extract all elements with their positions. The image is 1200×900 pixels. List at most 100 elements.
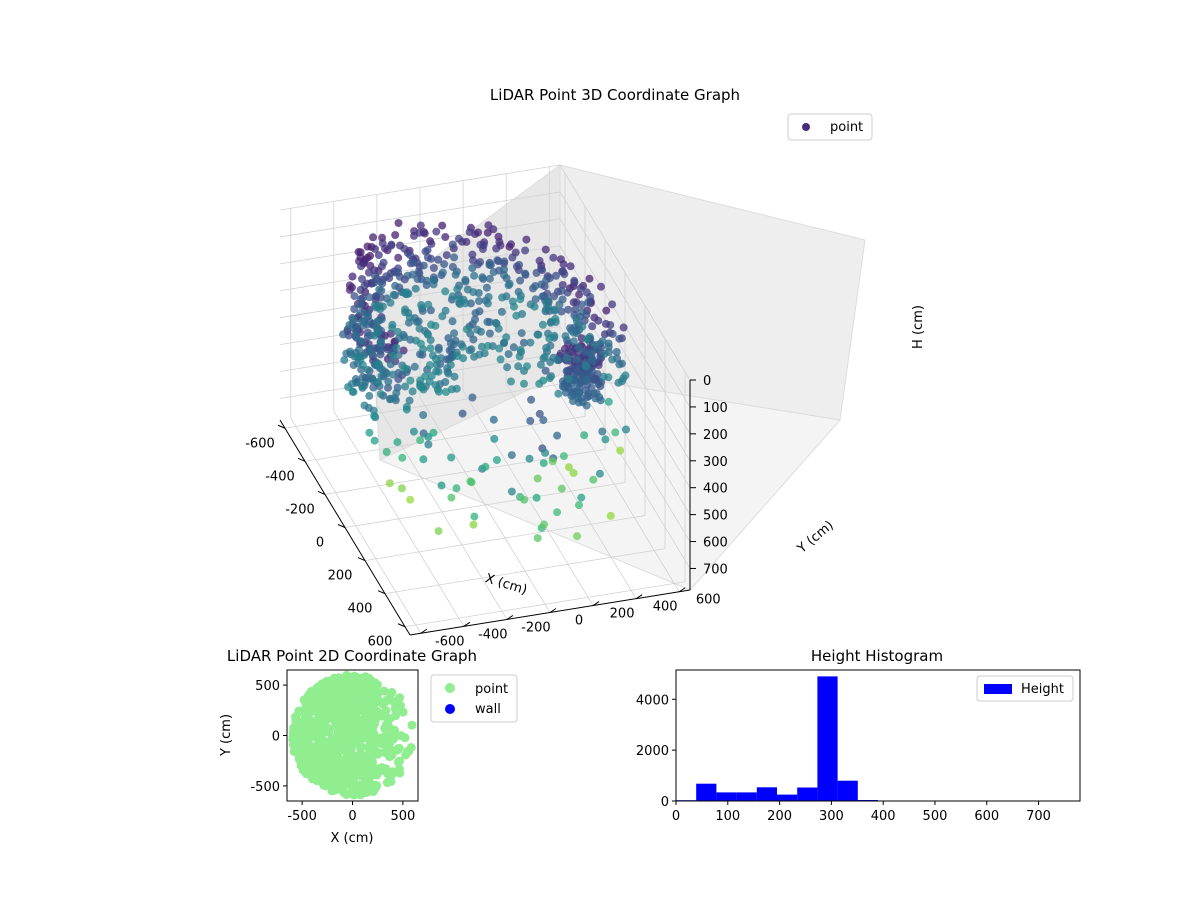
point-3d (452, 484, 461, 493)
point-scatter-2d (288, 670, 417, 800)
point-2d (308, 716, 318, 726)
point-3d (622, 425, 630, 434)
point-3d (412, 317, 421, 326)
legend-histogram: Height (976, 675, 1074, 702)
y-tick-mark-3d (592, 601, 600, 606)
point-3d (517, 329, 526, 338)
point-3d (555, 300, 564, 309)
point-3d (379, 258, 388, 267)
point-2d (311, 732, 321, 742)
point-3d (564, 375, 573, 383)
point-3d (495, 344, 504, 353)
point-2d (320, 781, 330, 791)
point-2d (356, 790, 365, 800)
point-3d (427, 320, 436, 329)
point-3d (570, 276, 579, 285)
point-3d (429, 264, 438, 272)
point-3d (569, 328, 578, 337)
point-3d (386, 360, 395, 369)
x-tick-label-histogram: 700 (1026, 809, 1051, 824)
point-2d (398, 707, 408, 717)
point-3d (438, 268, 447, 277)
point-3d (507, 377, 515, 386)
point-3d (546, 358, 555, 366)
point-2d (349, 717, 359, 727)
point-3d (363, 242, 372, 251)
point-3d (476, 240, 485, 249)
histogram-bar (817, 676, 838, 801)
grid-line-left-z (279, 353, 561, 399)
point-3d (502, 333, 511, 342)
point-3d (339, 330, 347, 339)
x-tick-label-2d: 500 (390, 809, 415, 824)
point-3d (350, 292, 359, 301)
grid-line-right-z (559, 164, 691, 381)
x-tick-mark-3d (277, 424, 286, 429)
point-3d (483, 341, 492, 350)
x-tick-label-3d: -400 (265, 469, 295, 484)
point-3d (372, 324, 381, 333)
point-3d (601, 435, 610, 444)
point-3d (424, 440, 433, 449)
point-3d (601, 319, 610, 328)
z-tick-label-3d: 200 (703, 428, 728, 443)
point-3d (401, 382, 410, 391)
point-2d (367, 705, 376, 715)
point-3d (387, 241, 396, 250)
point-3d (557, 484, 566, 493)
point-3d (356, 356, 365, 364)
point-3d (598, 427, 607, 436)
point-3d (470, 512, 479, 521)
point-3d (551, 314, 560, 323)
point-3d (348, 272, 357, 281)
point-3d (465, 228, 474, 236)
point-3d (541, 366, 550, 375)
point-3d (554, 389, 563, 398)
point-3d (357, 262, 365, 271)
point-3d (574, 343, 583, 352)
point-3d (374, 251, 383, 260)
point-3d (448, 240, 457, 249)
point-3d (386, 298, 395, 307)
point-3d (598, 337, 607, 346)
y-tick-label-3d: 0 (575, 614, 583, 629)
z-tick-label-3d: 300 (703, 455, 728, 470)
point-3d (545, 374, 554, 383)
point-3d (553, 431, 562, 440)
point-3d (608, 355, 617, 364)
point-3d (497, 307, 506, 316)
point-3d (358, 317, 367, 326)
point-3d (409, 427, 418, 436)
point-3d (369, 383, 378, 392)
point-3d (382, 448, 391, 456)
point-3d (521, 269, 530, 278)
point-3d (391, 281, 400, 290)
point-3d (572, 355, 581, 364)
point-3d (384, 383, 392, 392)
point-2d (338, 766, 348, 776)
point-3d (616, 446, 625, 455)
point-3d (542, 344, 551, 352)
point-3d (415, 324, 424, 333)
point-3d (496, 355, 505, 364)
point-3d (371, 361, 380, 370)
point-3d (423, 246, 432, 255)
point-3d (447, 493, 456, 502)
y-tick-mark-3d (506, 615, 514, 620)
point-3d (429, 280, 438, 289)
point-3d (431, 381, 440, 390)
point-3d (411, 336, 420, 345)
point-3d (561, 332, 570, 341)
y-tick-label-2d: -500 (250, 780, 280, 795)
x-tick-label-3d: 400 (348, 602, 373, 617)
point-3d (471, 309, 480, 318)
histogram-bar (716, 792, 737, 801)
point-3d (441, 287, 450, 296)
point-3d (545, 334, 554, 343)
point-3d (595, 469, 604, 478)
legend-label-point-2d: point (475, 682, 508, 697)
point-2d (338, 783, 348, 793)
point-3d (548, 457, 557, 466)
point-3d (484, 221, 493, 230)
